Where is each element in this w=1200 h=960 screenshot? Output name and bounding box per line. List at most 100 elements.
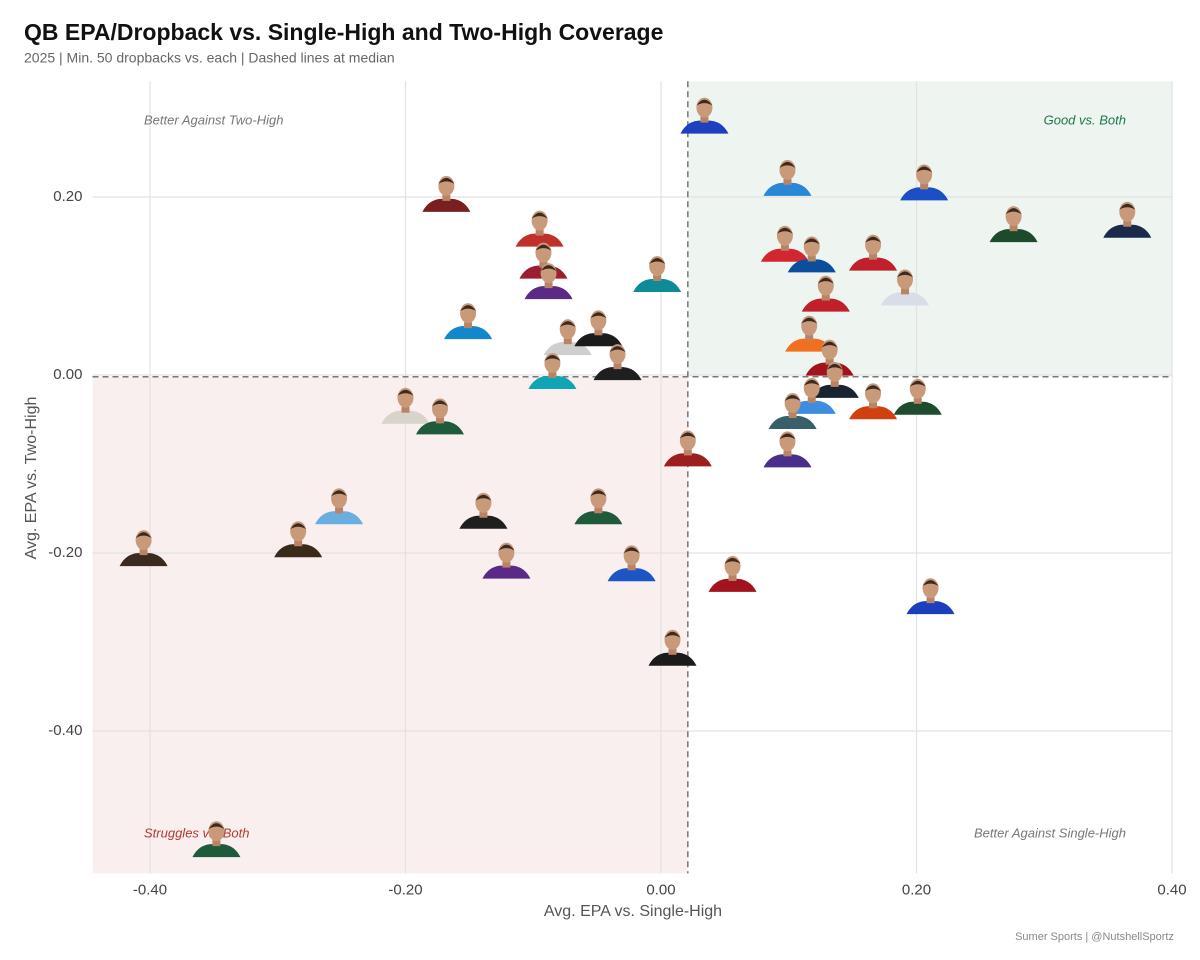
hair xyxy=(865,385,882,392)
quadrant-fill xyxy=(687,81,1172,377)
jersey xyxy=(607,568,656,582)
player-point xyxy=(760,225,809,262)
neck xyxy=(139,549,148,556)
player-point xyxy=(680,97,729,134)
hair xyxy=(779,161,796,168)
neck xyxy=(212,840,221,847)
jersey xyxy=(893,401,942,415)
player-point xyxy=(810,361,859,398)
player-point xyxy=(381,387,430,424)
source: Sumer Sports | @NutshellSportz xyxy=(1015,931,1174,943)
jersey xyxy=(119,553,168,567)
x-tick-label: 0.40 xyxy=(1157,881,1186,898)
hair xyxy=(208,823,225,830)
player-point xyxy=(893,378,942,415)
jersey xyxy=(760,248,809,262)
jersey xyxy=(648,652,697,666)
neck xyxy=(594,507,603,514)
hair xyxy=(865,236,882,243)
jersey xyxy=(315,511,364,525)
neck xyxy=(1009,225,1018,232)
jersey xyxy=(1103,224,1152,238)
jersey xyxy=(787,259,836,273)
player-point xyxy=(315,488,364,525)
neck xyxy=(668,648,677,655)
player-point xyxy=(849,383,898,420)
neck xyxy=(464,322,473,329)
hair xyxy=(821,341,838,348)
player-point xyxy=(1103,201,1152,238)
neck xyxy=(783,450,792,457)
chart-title: QB EPA/Dropback vs. Single-High and Two-… xyxy=(24,19,663,45)
jersey xyxy=(459,515,508,529)
neck xyxy=(869,253,878,260)
neck xyxy=(683,449,692,456)
hair xyxy=(696,99,713,106)
player-point xyxy=(906,578,955,615)
jersey xyxy=(768,416,817,430)
hair xyxy=(649,257,666,264)
neck xyxy=(627,564,636,571)
y-tick-label: 0.00 xyxy=(53,366,82,383)
neck xyxy=(783,178,792,185)
hair xyxy=(590,490,607,497)
hair xyxy=(724,557,741,564)
neck xyxy=(900,288,909,295)
player-point xyxy=(787,236,836,273)
hair xyxy=(896,271,913,278)
player-point xyxy=(192,821,241,858)
player-point xyxy=(607,545,656,582)
hair xyxy=(460,305,477,312)
player-point xyxy=(763,159,812,196)
quadrant-fill xyxy=(92,376,688,874)
jersey xyxy=(574,511,623,525)
y-tick-label: -0.40 xyxy=(48,722,82,739)
jersey xyxy=(593,367,642,381)
jersey xyxy=(663,453,712,467)
quadrant-label: Struggles vs. Both xyxy=(144,825,250,840)
player-point xyxy=(900,164,949,201)
player-point xyxy=(708,555,757,592)
jersey xyxy=(763,454,812,468)
quadrant-label: Better Against Two-High xyxy=(144,112,283,127)
neck xyxy=(805,334,814,341)
hair xyxy=(431,400,448,407)
jersey xyxy=(274,544,323,558)
hair xyxy=(909,380,926,387)
neck xyxy=(926,597,935,604)
player-point xyxy=(989,206,1038,243)
jersey xyxy=(801,298,850,312)
jersey xyxy=(633,278,682,292)
neck xyxy=(294,540,303,547)
quadrant-label: Good vs. Both xyxy=(1044,112,1126,127)
neck xyxy=(821,294,830,301)
jersey xyxy=(381,410,430,424)
hair xyxy=(679,432,696,439)
hair xyxy=(803,379,820,386)
jersey xyxy=(785,338,834,352)
player-point xyxy=(274,521,323,558)
neck xyxy=(594,329,603,336)
hair xyxy=(559,321,576,328)
jersey xyxy=(415,421,464,435)
hair xyxy=(438,177,455,184)
neck xyxy=(539,261,548,268)
x-tick-label: 0.20 xyxy=(902,881,931,898)
neck xyxy=(788,412,797,419)
player-point xyxy=(524,263,573,300)
player-point xyxy=(415,398,464,435)
hair xyxy=(803,238,820,245)
jersey xyxy=(524,286,573,300)
y-axis-label: Avg. EPA vs. Two-High xyxy=(23,397,40,560)
player-point xyxy=(801,275,850,312)
jersey xyxy=(849,406,898,420)
hair xyxy=(475,494,492,501)
player-point xyxy=(663,430,712,467)
x-tick-label: 0.00 xyxy=(646,881,675,898)
neck xyxy=(830,380,839,387)
player-point xyxy=(785,315,834,352)
player-point xyxy=(763,431,812,468)
hair xyxy=(779,433,796,440)
neck xyxy=(502,561,511,568)
